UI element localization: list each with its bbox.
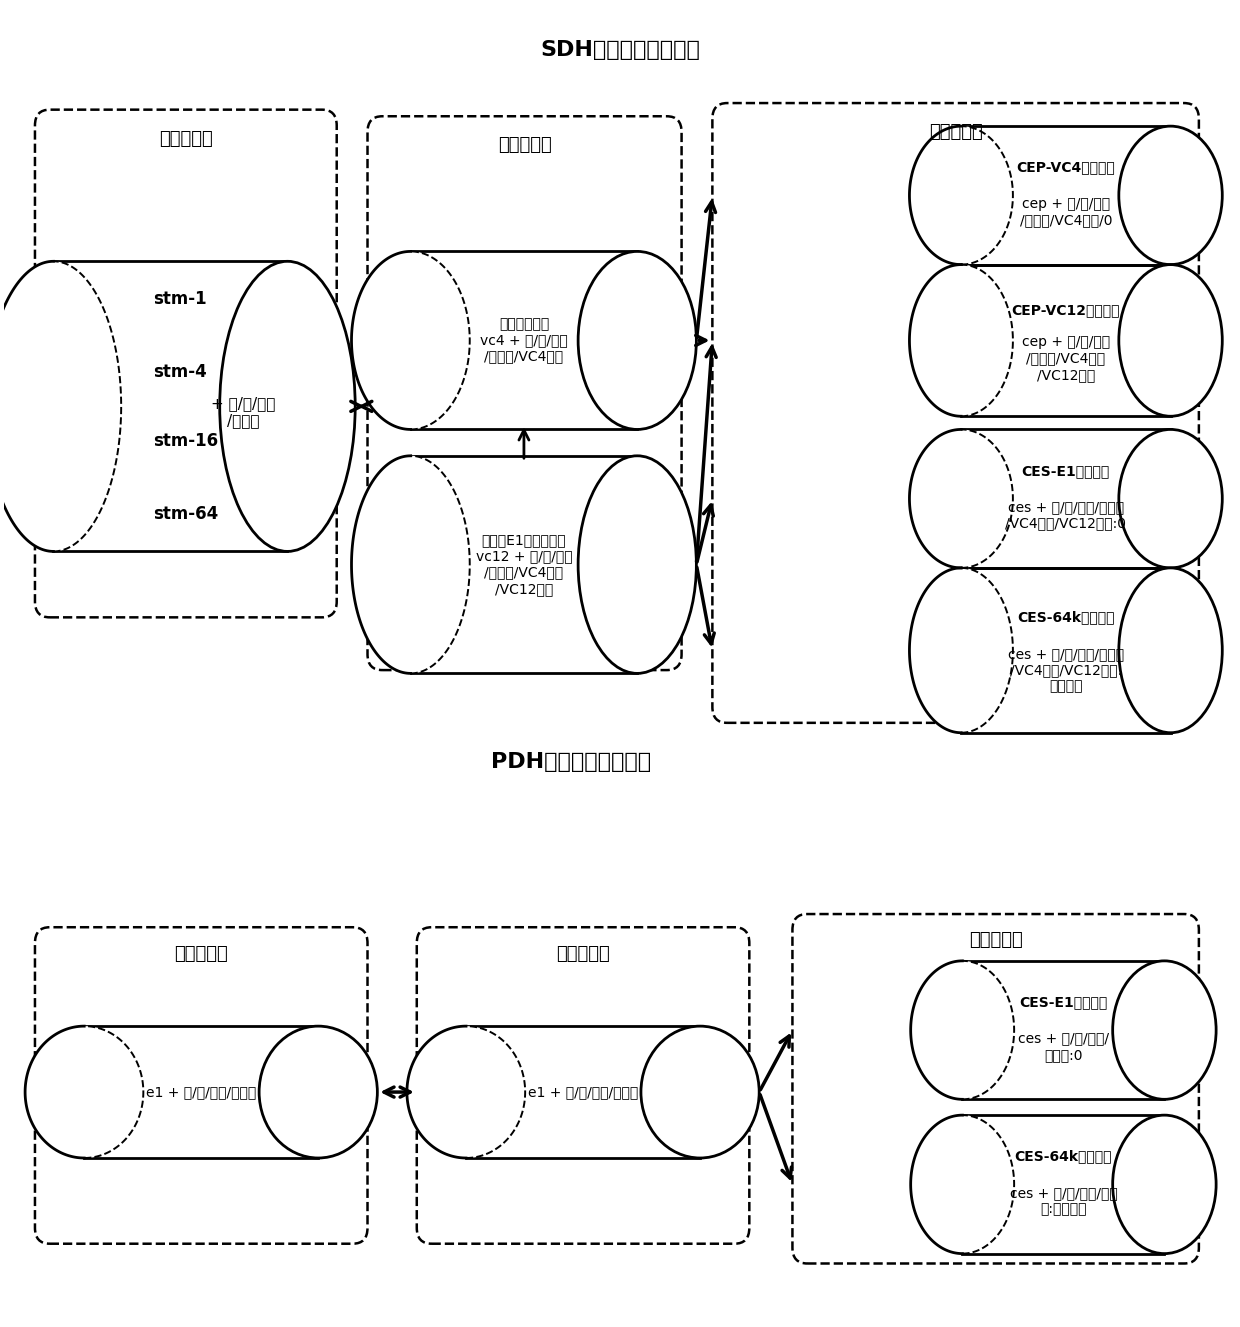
Text: 业务层接口: 业务层接口 [929,123,982,141]
Text: stm-1: stm-1 [153,291,207,308]
Text: 物理层接口: 物理层接口 [175,945,228,962]
FancyBboxPatch shape [417,928,749,1243]
Text: 业务层接口: 业务层接口 [968,932,1023,949]
FancyBboxPatch shape [961,430,1171,568]
FancyBboxPatch shape [35,110,337,617]
Text: ces + 框/槽/子卡/端口
号:时隙组号: ces + 框/槽/子卡/端口 号:时隙组号 [1009,1186,1117,1216]
Ellipse shape [1118,264,1223,417]
Ellipse shape [1118,430,1223,568]
FancyBboxPatch shape [53,261,288,552]
FancyBboxPatch shape [712,104,1199,723]
Text: ces + 框/槽/子卡/端口号
/VC4编号/VC12编号:
时隙组号: ces + 框/槽/子卡/端口号 /VC4编号/VC12编号: 时隙组号 [1008,646,1123,693]
FancyBboxPatch shape [84,1026,319,1158]
Text: CES-64k业务口：: CES-64k业务口： [1014,1149,1112,1164]
FancyBboxPatch shape [792,914,1199,1263]
Ellipse shape [1112,1115,1216,1254]
Ellipse shape [578,455,697,673]
Text: 控制层接口: 控制层接口 [497,137,552,154]
Text: cep + 框/槽/子卡
/端口号/VC4编号
/VC12编号: cep + 框/槽/子卡 /端口号/VC4编号 /VC12编号 [1022,336,1110,382]
Ellipse shape [351,455,470,673]
FancyBboxPatch shape [367,117,682,670]
FancyBboxPatch shape [961,126,1171,264]
Text: e1 + 框/槽/子卡/端口号: e1 + 框/槽/子卡/端口号 [146,1085,257,1099]
Text: 低阶（E1）控制口：
vc12 + 框/槽/子卡
/端口号/VC4编号
/VC12编号: 低阶（E1）控制口： vc12 + 框/槽/子卡 /端口号/VC4编号 /VC1… [476,533,572,596]
Text: stm-4: stm-4 [153,362,207,381]
FancyBboxPatch shape [962,961,1164,1099]
Text: stm-64: stm-64 [153,504,218,523]
Ellipse shape [219,261,355,552]
Text: PDH仿真单板接口模型: PDH仿真单板接口模型 [491,752,651,772]
Ellipse shape [407,1026,526,1158]
Ellipse shape [909,126,1013,264]
FancyBboxPatch shape [35,928,367,1243]
FancyBboxPatch shape [961,264,1171,417]
Text: CES-64k业务口：: CES-64k业务口： [1017,610,1115,624]
FancyBboxPatch shape [962,1115,1164,1254]
Text: stm-16: stm-16 [153,433,218,450]
Ellipse shape [25,1026,144,1158]
FancyBboxPatch shape [466,1026,701,1158]
Text: + 框/槽/子卡
/端口号: + 框/槽/子卡 /端口号 [211,395,275,429]
Text: CES-E1业务口：: CES-E1业务口： [1022,464,1110,478]
Text: cep + 框/槽/子卡
/端口号/VC4编号/0: cep + 框/槽/子卡 /端口号/VC4编号/0 [1019,196,1112,227]
FancyBboxPatch shape [410,455,637,673]
Text: CEP-VC4业务口：: CEP-VC4业务口： [1017,161,1115,175]
Text: ces + 框/槽/子卡/
端口号:0: ces + 框/槽/子卡/ 端口号:0 [1018,1031,1109,1062]
Ellipse shape [641,1026,759,1158]
Text: 物理层接口: 物理层接口 [159,130,213,147]
Ellipse shape [351,251,470,430]
Ellipse shape [909,430,1013,568]
Ellipse shape [259,1026,377,1158]
Text: 控制层接口: 控制层接口 [557,945,610,962]
Ellipse shape [910,1115,1014,1254]
Text: CES-E1业务口：: CES-E1业务口： [1019,995,1107,1010]
Ellipse shape [909,568,1013,733]
Ellipse shape [1118,568,1223,733]
Text: ces + 框/槽/子卡/端口号
/VC4编号/VC12编号:0: ces + 框/槽/子卡/端口号 /VC4编号/VC12编号:0 [1006,500,1126,531]
Text: CEP-VC12业务口：: CEP-VC12业务口： [1012,303,1120,317]
Ellipse shape [909,264,1013,417]
Text: SDH仿真单板接口模型: SDH仿真单板接口模型 [541,40,699,60]
Text: e1 + 框/槽/子卡/端口号: e1 + 框/槽/子卡/端口号 [528,1085,639,1099]
Ellipse shape [1118,126,1223,264]
Text: 高阶控制口：
vc4 + 框/槽/子卡
/端口号/VC4编号: 高阶控制口： vc4 + 框/槽/子卡 /端口号/VC4编号 [480,317,568,364]
Ellipse shape [910,961,1014,1099]
Ellipse shape [0,261,122,552]
Ellipse shape [578,251,697,430]
FancyBboxPatch shape [961,568,1171,733]
Ellipse shape [1112,961,1216,1099]
FancyBboxPatch shape [410,251,637,430]
